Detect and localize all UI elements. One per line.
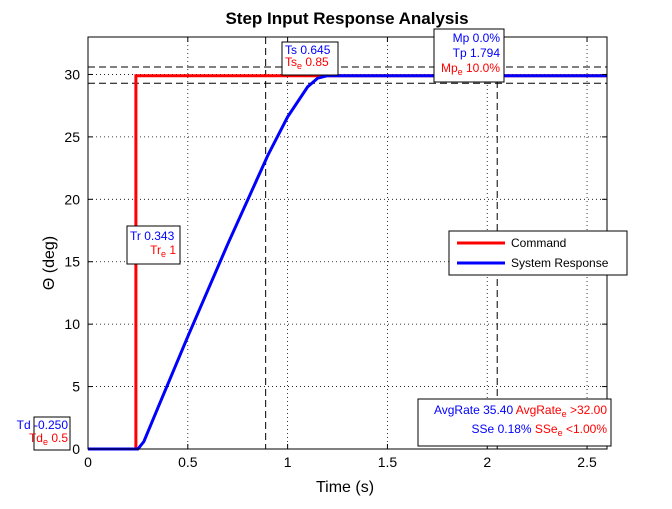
steady-state-error-values: SSe 0.18% SSee <1.00% [472, 422, 608, 438]
tr-annotation-box [126, 225, 181, 265]
ts-actual-value: Ts 0.645 [285, 43, 331, 57]
tp-actual-value: Tp 1.794 [453, 46, 501, 60]
y-tick-label: 5 [72, 379, 80, 395]
avg-rate-values: AvgRate 35.40 AvgRatee >32.00 [434, 403, 607, 419]
y-axis-label: Θ (deg) [41, 236, 58, 290]
legend-box [448, 230, 628, 276]
y-tick-label: 0 [72, 441, 80, 457]
mp-actual-value: Mp 0.0% [453, 31, 501, 45]
x-axis-label: Time (s) [316, 479, 374, 496]
y-tick-label: 25 [64, 129, 80, 145]
legend-label: Command [511, 236, 566, 250]
td-annotation-box [33, 416, 71, 451]
ts-annotation-box [281, 41, 339, 76]
legend: Command System Response [448, 230, 628, 276]
system-response-series-line [88, 74, 607, 451]
x-tick-label: 0.5 [178, 454, 198, 470]
y-tick-label: 15 [64, 254, 80, 270]
chart-title: Step Input Response Analysis [225, 9, 468, 28]
x-tick-label: 2.5 [577, 454, 597, 470]
y-tick-label: 30 [64, 66, 80, 82]
mp-annotation-box [433, 28, 505, 83]
x-tick-label: 2 [483, 454, 491, 470]
x-tick-label: 1.5 [378, 454, 398, 470]
y-tick-label: 10 [64, 316, 80, 332]
x-tick-label: 1 [284, 454, 292, 470]
td-actual-value: Td -0.250 [17, 418, 69, 432]
legend-label: System Response [511, 256, 609, 270]
y-tick-label: 20 [64, 191, 80, 207]
tr-expected-value: Tre 1 [150, 243, 176, 259]
tr-actual-value: Tr 0.343 [130, 229, 175, 243]
x-tick-label: 0 [84, 454, 92, 470]
stats-annotation-box [417, 398, 612, 447]
td-expected-value: Tde 0.5 [29, 431, 68, 447]
ts-expected-value: Tse 0.85 [285, 55, 329, 71]
mp-expected-value: Mpe 10.0% [441, 61, 500, 77]
